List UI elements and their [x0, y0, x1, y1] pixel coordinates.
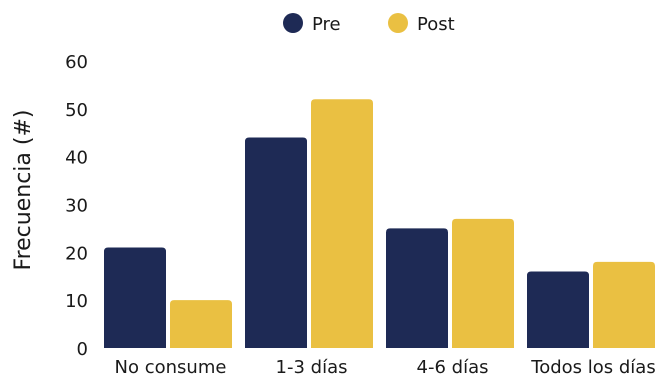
bar-pre-4: [527, 271, 589, 348]
legend-label-post: Post: [417, 14, 455, 35]
legend: Pre Post: [283, 13, 455, 35]
y-tick-label: 10: [65, 291, 88, 312]
bar-pre-3: [386, 228, 448, 348]
bar-pre-2: [245, 137, 307, 348]
x-tick-label: 1-3 días: [276, 357, 348, 376]
x-axis-labels: No consume 1-3 días 4-6 días Todos los días: [115, 357, 656, 376]
x-tick-label: Todos los días: [530, 357, 655, 376]
bars: [104, 99, 655, 349]
y-axis-title: Frecuencia (#): [11, 110, 36, 271]
y-tick-label: 50: [65, 100, 88, 121]
y-axis-ticks: 0 10 20 30 40 50 60: [65, 52, 88, 360]
bar-post-2: [311, 99, 373, 349]
y-tick-label: 60: [65, 52, 88, 73]
bar-post-4: [593, 261, 655, 348]
y-tick-label: 30: [65, 196, 88, 217]
bar-post-1: [170, 300, 232, 348]
y-tick-label: 40: [65, 148, 88, 169]
y-tick-label: 20: [65, 243, 88, 264]
x-tick-label: No consume: [115, 357, 227, 376]
legend-label-pre: Pre: [312, 14, 341, 35]
bar-pre-1: [104, 247, 166, 348]
y-tick-label: 0: [77, 339, 88, 360]
legend-marker-post: [388, 13, 408, 33]
bar-post-3: [452, 218, 514, 348]
legend-marker-pre: [283, 13, 303, 33]
x-tick-label: 4-6 días: [417, 357, 489, 376]
